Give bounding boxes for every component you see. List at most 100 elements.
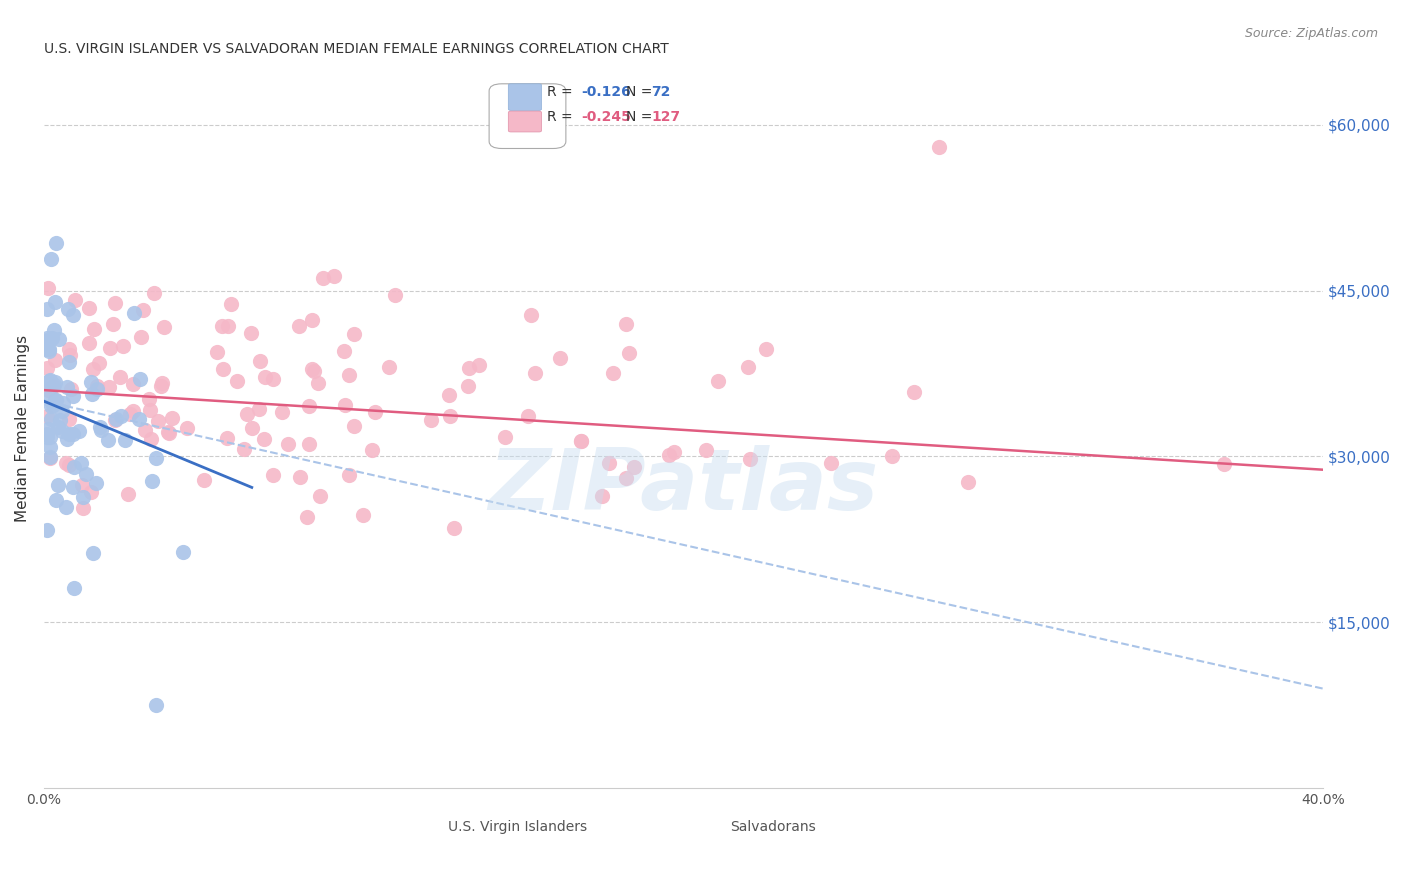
Point bbox=[141, 474, 163, 488]
Point bbox=[59, 348, 82, 362]
Point bbox=[104, 413, 127, 427]
Point bbox=[262, 467, 284, 482]
Point bbox=[333, 399, 356, 413]
Point bbox=[903, 384, 925, 399]
Point bbox=[111, 339, 134, 353]
Point bbox=[39, 450, 62, 464]
Point bbox=[298, 436, 321, 450]
Point bbox=[139, 433, 162, 447]
Point bbox=[62, 480, 84, 494]
Point bbox=[957, 475, 980, 489]
Point bbox=[138, 392, 160, 407]
Point bbox=[150, 376, 173, 390]
Text: R =: R = bbox=[547, 111, 572, 124]
Point bbox=[97, 433, 120, 447]
Point bbox=[437, 388, 460, 402]
Point bbox=[211, 318, 233, 333]
Point bbox=[35, 342, 58, 356]
Point bbox=[176, 421, 198, 435]
Point bbox=[45, 493, 67, 508]
Point bbox=[343, 419, 366, 434]
FancyBboxPatch shape bbox=[489, 84, 565, 148]
Text: R =: R = bbox=[547, 85, 572, 99]
Point bbox=[193, 473, 215, 487]
Point bbox=[42, 378, 65, 392]
Point bbox=[145, 698, 167, 713]
Point bbox=[38, 342, 60, 356]
Point bbox=[38, 375, 60, 389]
Y-axis label: Median Female Earnings: Median Female Earnings bbox=[15, 335, 30, 523]
Point bbox=[42, 398, 65, 412]
Point bbox=[820, 457, 842, 471]
Point bbox=[62, 426, 84, 441]
Point bbox=[44, 323, 66, 337]
Point bbox=[619, 346, 641, 360]
Point bbox=[35, 430, 58, 444]
Point bbox=[150, 379, 173, 393]
Point bbox=[38, 343, 60, 358]
Point bbox=[83, 322, 105, 336]
Point bbox=[247, 402, 270, 417]
Point bbox=[104, 296, 127, 310]
Point bbox=[614, 318, 637, 332]
Point bbox=[364, 405, 387, 419]
Point bbox=[62, 389, 84, 403]
Point bbox=[72, 501, 94, 516]
Text: 127: 127 bbox=[651, 111, 681, 124]
Point bbox=[132, 303, 155, 318]
Point bbox=[52, 396, 75, 410]
Point bbox=[322, 268, 344, 283]
Point bbox=[35, 360, 58, 375]
Point bbox=[55, 456, 77, 470]
Point bbox=[614, 471, 637, 485]
Point bbox=[90, 423, 112, 437]
Point bbox=[86, 382, 108, 396]
Point bbox=[44, 392, 66, 407]
Text: N =: N = bbox=[626, 111, 652, 124]
Point bbox=[249, 354, 271, 368]
Point bbox=[277, 437, 299, 451]
Point bbox=[37, 383, 59, 397]
Point bbox=[35, 392, 58, 406]
Text: U.S. VIRGIN ISLANDER VS SALVADORAN MEDIAN FEMALE EARNINGS CORRELATION CHART: U.S. VIRGIN ISLANDER VS SALVADORAN MEDIA… bbox=[44, 42, 669, 56]
Point bbox=[240, 326, 263, 340]
Point bbox=[443, 521, 465, 535]
Point bbox=[80, 387, 103, 401]
Point bbox=[62, 460, 84, 475]
Point bbox=[80, 485, 103, 500]
Point bbox=[384, 288, 406, 302]
Point bbox=[77, 335, 100, 350]
Point bbox=[271, 405, 294, 419]
Point bbox=[67, 424, 90, 438]
Point bbox=[160, 410, 183, 425]
Point bbox=[37, 281, 59, 295]
Point bbox=[333, 343, 356, 358]
Point bbox=[548, 351, 571, 366]
Point bbox=[104, 412, 127, 426]
Point bbox=[51, 424, 73, 438]
Point bbox=[97, 380, 120, 394]
Point bbox=[134, 423, 156, 437]
Point bbox=[569, 434, 592, 448]
Point bbox=[62, 308, 84, 322]
Point bbox=[420, 413, 443, 427]
Point bbox=[740, 451, 762, 466]
Point bbox=[98, 342, 121, 356]
Point bbox=[225, 374, 247, 388]
Point bbox=[38, 332, 60, 346]
Point bbox=[39, 411, 62, 425]
Point bbox=[211, 362, 233, 376]
Point bbox=[157, 425, 180, 439]
Point bbox=[658, 449, 681, 463]
Point bbox=[58, 342, 80, 356]
Text: -0.126: -0.126 bbox=[581, 85, 631, 99]
Point bbox=[1212, 457, 1234, 471]
Point bbox=[35, 409, 58, 423]
Point bbox=[44, 375, 66, 389]
Point bbox=[80, 375, 103, 389]
Point bbox=[494, 430, 516, 444]
Point bbox=[39, 440, 62, 454]
Point bbox=[172, 544, 194, 558]
Point bbox=[253, 432, 276, 446]
Point bbox=[42, 378, 65, 392]
